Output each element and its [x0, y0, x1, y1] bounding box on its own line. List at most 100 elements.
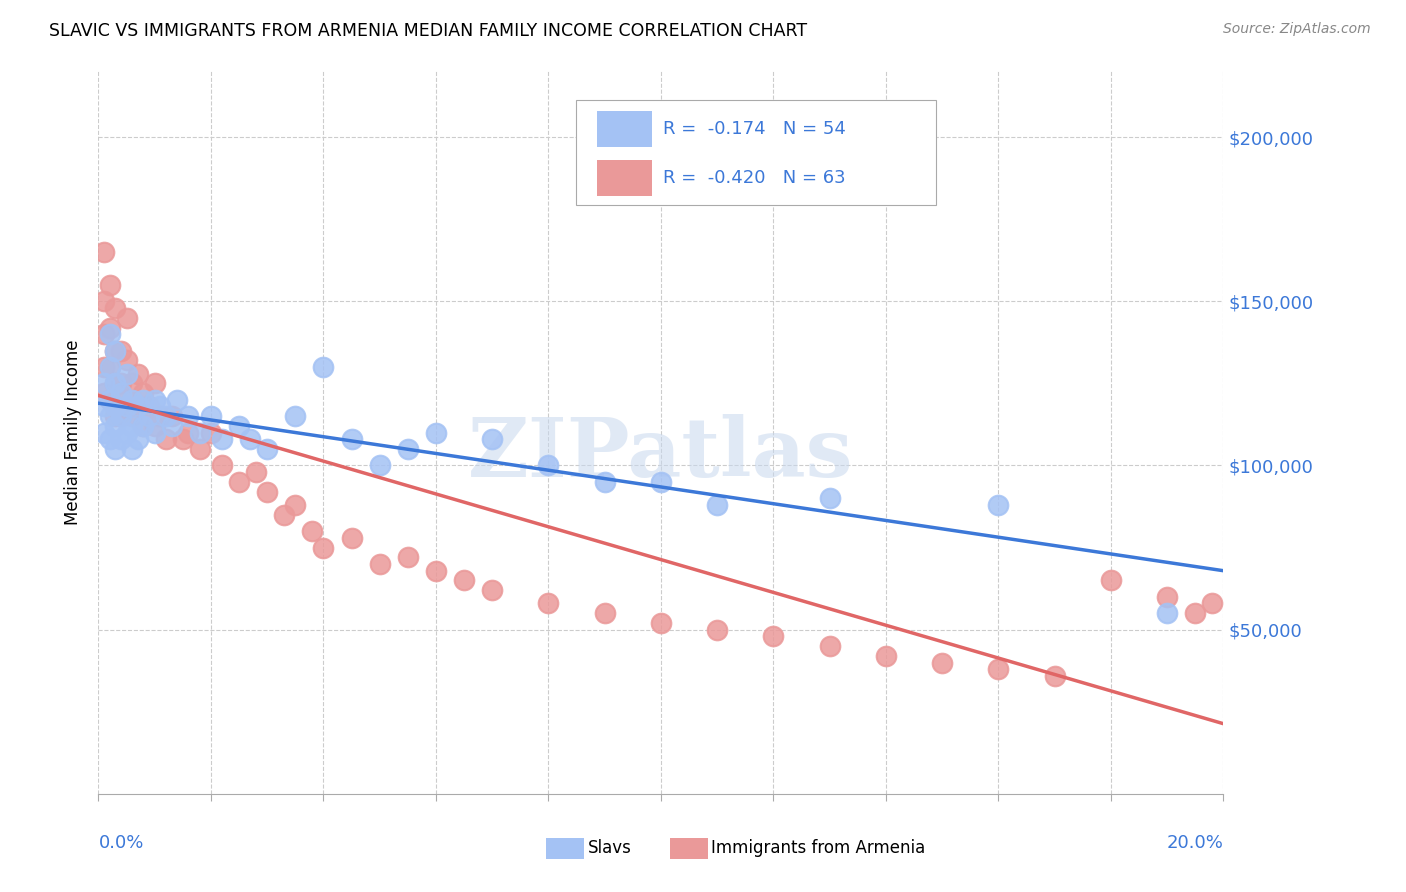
Point [115, 392, 138, 407]
Point [650, 616, 672, 631]
Point [93, 376, 115, 391]
Point [453, 574, 475, 588]
Point [481, 583, 503, 598]
Text: Slavs: Slavs [588, 839, 631, 857]
Point [239, 432, 262, 446]
Text: Source: ZipAtlas.com: Source: ZipAtlas.com [1223, 22, 1371, 37]
Point [121, 419, 143, 434]
Point [188, 442, 211, 456]
Point [98, 327, 121, 342]
Text: R =  -0.174   N = 54: R = -0.174 N = 54 [664, 120, 846, 137]
Point [110, 432, 132, 446]
Point [110, 343, 132, 358]
Point [1156, 590, 1178, 604]
Point [284, 409, 307, 424]
FancyBboxPatch shape [546, 838, 585, 859]
Point [104, 343, 127, 358]
Point [818, 639, 841, 653]
Point [149, 400, 172, 414]
Point [138, 400, 160, 414]
FancyBboxPatch shape [596, 112, 652, 147]
Y-axis label: Median Family Income: Median Family Income [65, 340, 83, 525]
Point [200, 425, 222, 440]
Point [762, 629, 785, 643]
Point [93, 386, 115, 401]
Point [127, 367, 149, 381]
Text: ZIPatlas: ZIPatlas [468, 414, 853, 494]
Point [143, 376, 166, 391]
Point [132, 386, 155, 401]
Point [121, 392, 143, 407]
Point [93, 400, 115, 414]
Point [301, 524, 323, 538]
Point [115, 367, 138, 381]
Point [110, 376, 132, 391]
Point [211, 432, 233, 446]
Text: SLAVIC VS IMMIGRANTS FROM ARMENIA MEDIAN FAMILY INCOME CORRELATION CHART: SLAVIC VS IMMIGRANTS FROM ARMENIA MEDIAN… [49, 22, 807, 40]
Point [121, 442, 143, 456]
Point [132, 419, 155, 434]
Point [256, 442, 278, 456]
Point [127, 400, 149, 414]
Point [160, 409, 183, 424]
Point [115, 353, 138, 368]
Point [188, 425, 211, 440]
Point [368, 557, 391, 571]
Point [931, 656, 953, 670]
Point [104, 409, 127, 424]
Text: R =  -0.420   N = 63: R = -0.420 N = 63 [664, 169, 845, 186]
Point [312, 541, 335, 555]
Point [104, 400, 127, 414]
Point [284, 498, 307, 512]
Point [110, 386, 132, 401]
Point [211, 458, 233, 473]
Text: Immigrants from Armenia: Immigrants from Armenia [711, 839, 925, 857]
Point [98, 409, 121, 424]
Point [481, 432, 503, 446]
Point [143, 425, 166, 440]
Point [273, 508, 295, 522]
Point [104, 343, 127, 358]
Point [104, 376, 127, 391]
Point [200, 409, 222, 424]
Point [149, 409, 172, 424]
Point [115, 400, 138, 414]
Point [127, 400, 149, 414]
FancyBboxPatch shape [669, 838, 709, 859]
Point [98, 277, 121, 292]
Point [132, 419, 155, 434]
Point [1156, 607, 1178, 621]
Point [228, 419, 250, 434]
Text: 0.0%: 0.0% [98, 834, 143, 852]
Point [312, 359, 335, 374]
Point [1099, 574, 1122, 588]
Point [138, 409, 160, 424]
Point [143, 419, 166, 434]
Point [155, 409, 177, 424]
Point [340, 531, 363, 545]
Point [396, 442, 419, 456]
Point [143, 392, 166, 407]
Point [256, 484, 278, 499]
Point [98, 359, 121, 374]
Point [115, 425, 138, 440]
Point [93, 425, 115, 440]
Point [110, 409, 132, 424]
Point [537, 596, 560, 610]
Point [98, 392, 121, 407]
Point [93, 294, 115, 309]
Point [177, 425, 200, 440]
Point [127, 432, 149, 446]
Text: 20.0%: 20.0% [1167, 834, 1223, 852]
Point [172, 432, 194, 446]
Point [177, 409, 200, 424]
Point [121, 376, 143, 391]
Point [98, 320, 121, 334]
Point [93, 359, 115, 374]
Point [593, 607, 616, 621]
Point [425, 564, 447, 578]
Point [166, 392, 188, 407]
Point [110, 409, 132, 424]
Point [396, 550, 419, 565]
Point [425, 425, 447, 440]
